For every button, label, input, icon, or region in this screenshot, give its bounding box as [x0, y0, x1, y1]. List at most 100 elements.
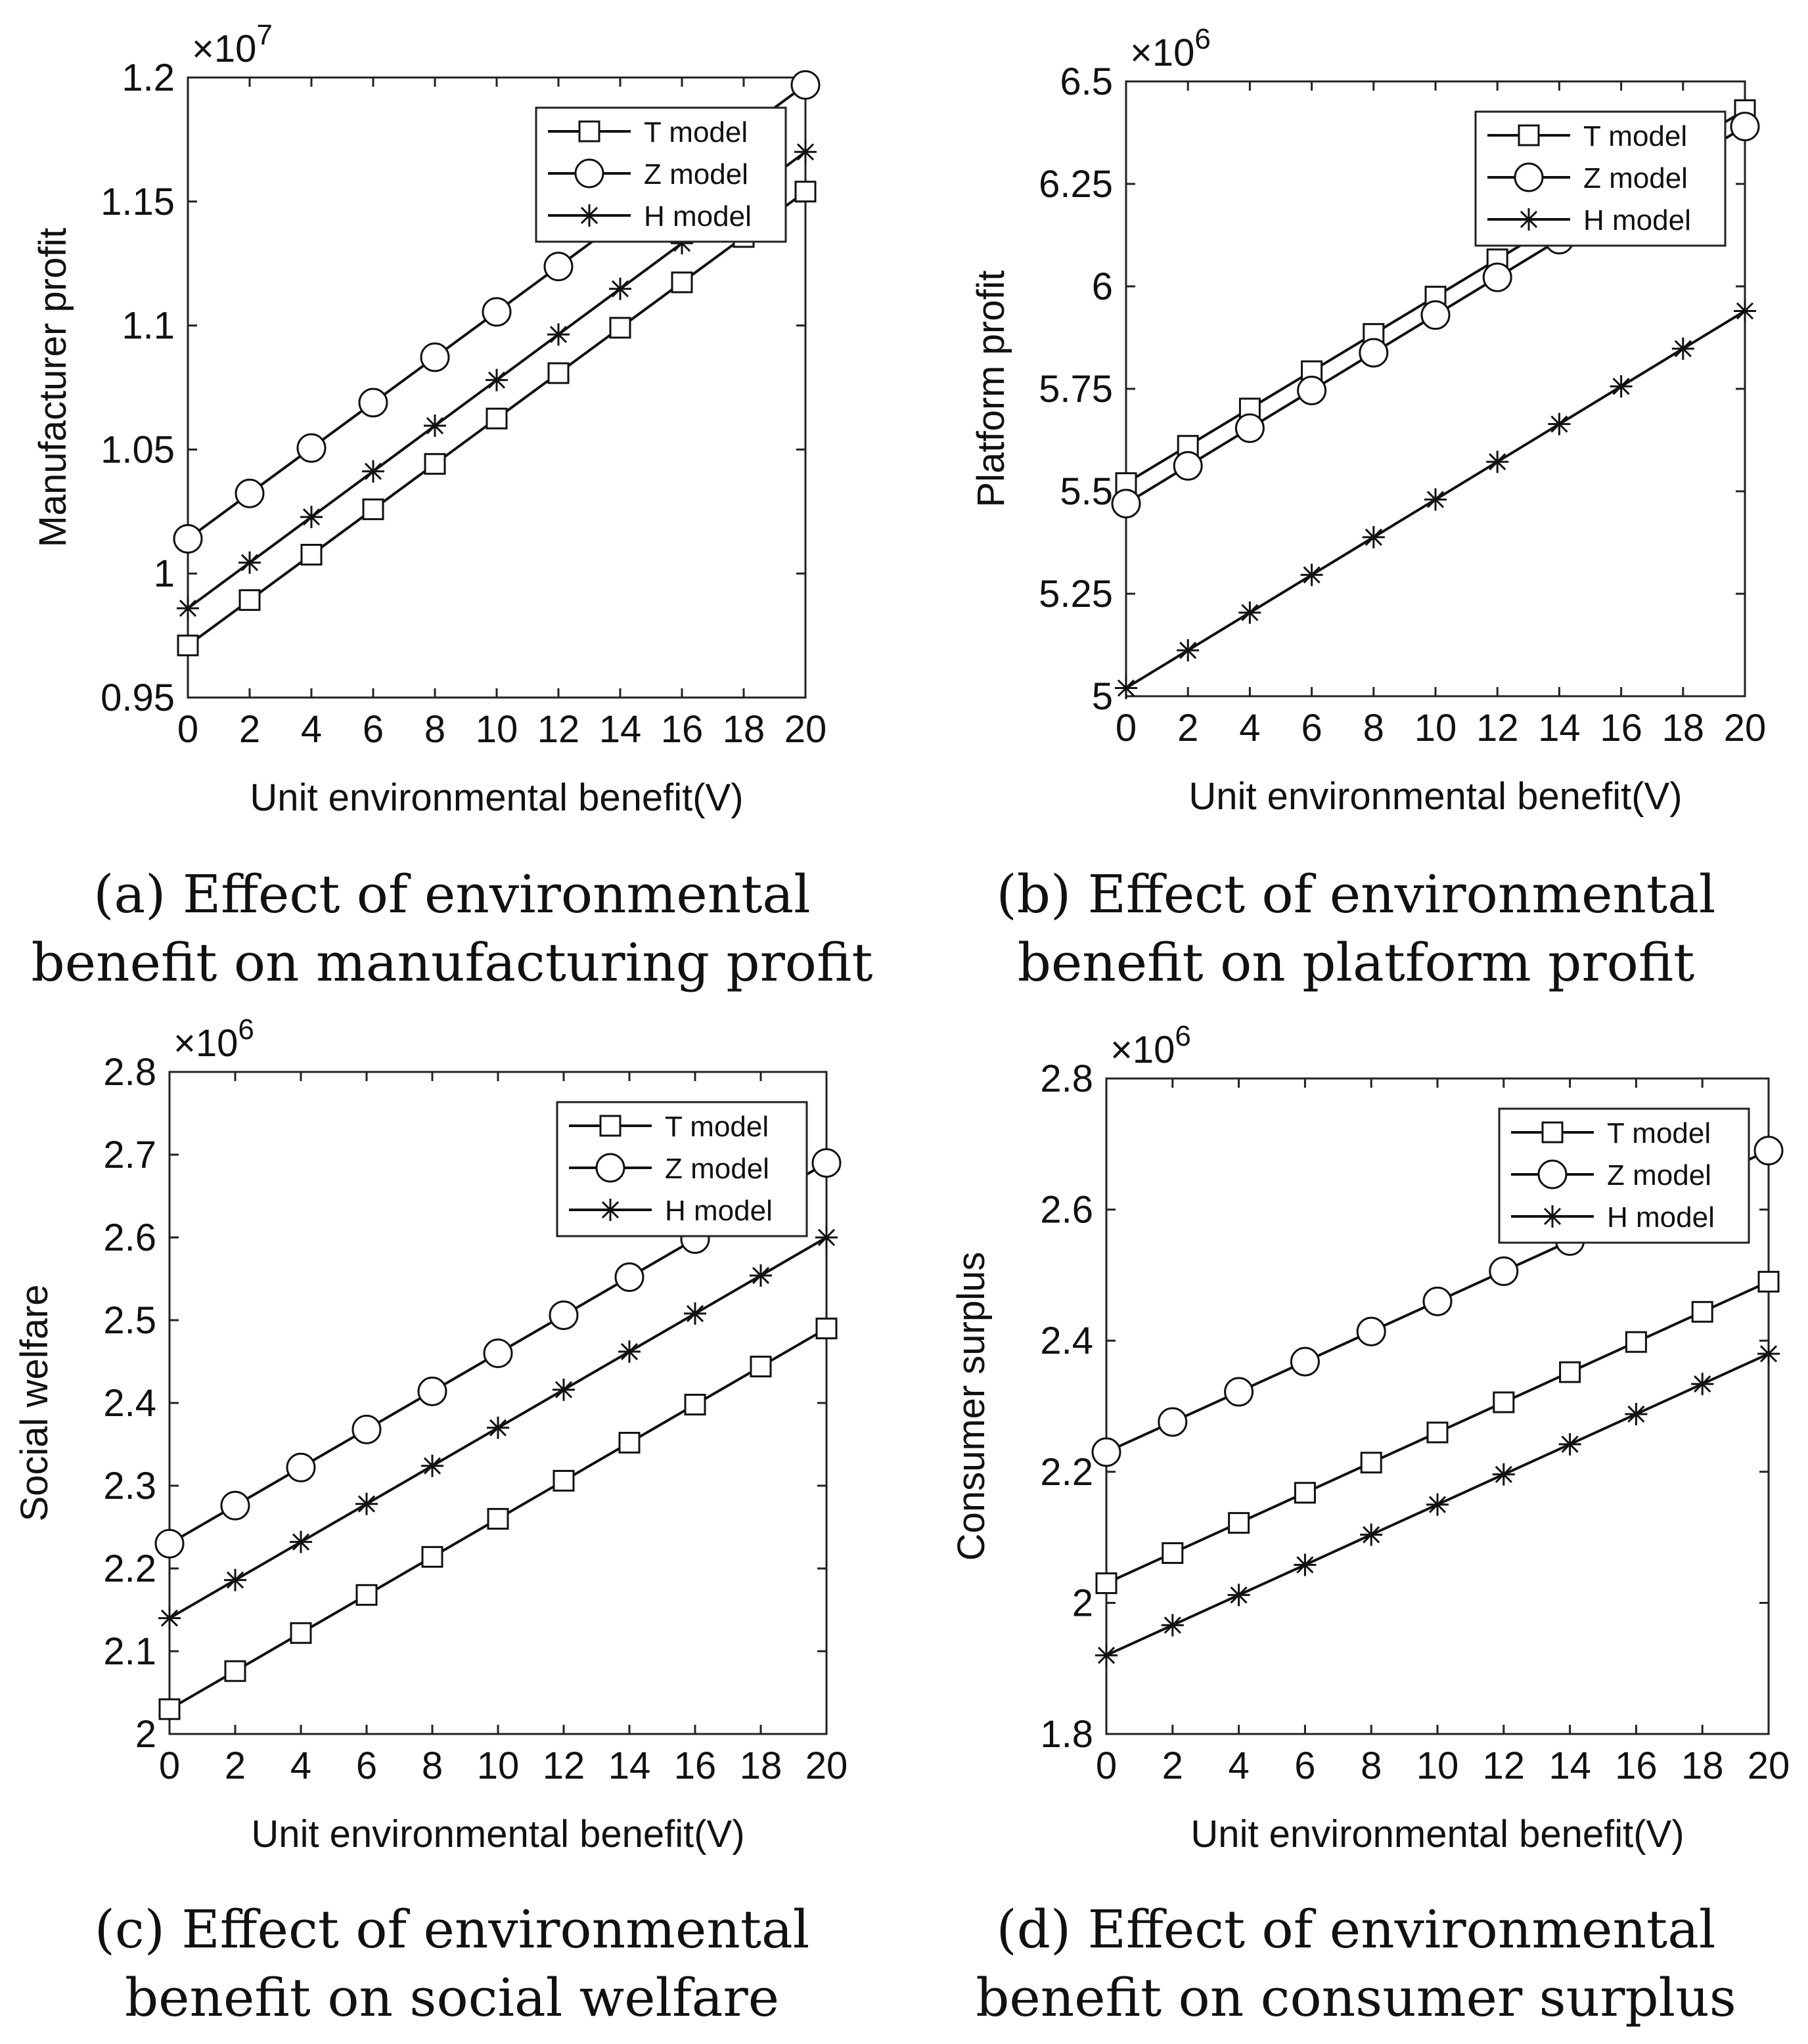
caption-c-line1: (c) Effect of environmental — [94, 1899, 810, 1960]
x-tick-label-a-2: 4 — [301, 708, 322, 751]
point-b-asterisk-1 — [1177, 639, 1200, 662]
point-c-square-10 — [815, 1318, 838, 1340]
point-b-circle-4 — [1359, 338, 1389, 368]
point-c-asterisk-8 — [684, 1302, 706, 1325]
point-d-asterisk-0 — [1095, 1644, 1118, 1667]
point-a-asterisk-6 — [547, 323, 570, 346]
point-c-asterisk-3 — [355, 1492, 378, 1515]
y-tick-label-c-1: 2.1 — [103, 1630, 156, 1673]
point-b-circle-10 — [1730, 112, 1760, 142]
legend-marker-d-asterisk — [1541, 1205, 1564, 1228]
point-a-circle-10 — [790, 70, 821, 100]
point-b-asterisk-0 — [1115, 677, 1137, 700]
point-a-square-7 — [609, 317, 631, 339]
x-tick-label-d-9: 18 — [1681, 1744, 1724, 1787]
x-tick-label-d-4: 8 — [1361, 1744, 1382, 1787]
point-d-asterisk-6 — [1492, 1463, 1515, 1486]
point-a-asterisk-1 — [238, 551, 261, 574]
point-b-asterisk-2 — [1238, 601, 1261, 624]
y-tick-label-b-4: 6 — [1092, 265, 1113, 308]
point-c-square-9 — [750, 1356, 772, 1378]
point-d-square-0 — [1095, 1572, 1118, 1594]
point-c-asterisk-4 — [421, 1454, 443, 1477]
point-c-circle-2 — [286, 1452, 316, 1482]
y-tick-label-b-0: 5 — [1092, 675, 1113, 718]
x-tick-label-b-5: 10 — [1414, 707, 1457, 749]
point-c-asterisk-9 — [750, 1264, 772, 1287]
x-tick-label-c-0: 0 — [159, 1744, 180, 1787]
exponent-label-b: ×106 — [1130, 23, 1211, 74]
x-tick-label-d-1: 2 — [1162, 1744, 1183, 1787]
caption-b-line2: benefit on platform profit — [1017, 932, 1695, 993]
y-tick-label-a-2: 1.05 — [101, 428, 175, 471]
x-tick-label-d-2: 4 — [1228, 1744, 1249, 1787]
y-tick-label-d-1: 2 — [1072, 1582, 1093, 1624]
caption-b-line1: (b) Effect of environmental — [996, 864, 1716, 925]
point-a-square-1 — [238, 589, 261, 611]
point-c-asterisk-2 — [290, 1530, 312, 1553]
point-a-circle-0 — [173, 523, 203, 554]
legend-marker-c-circle — [595, 1153, 625, 1183]
point-d-asterisk-3 — [1294, 1553, 1317, 1576]
x-tick-label-a-9: 18 — [723, 708, 765, 751]
point-b-asterisk-7 — [1548, 412, 1571, 435]
x-tick-label-b-4: 8 — [1363, 707, 1384, 749]
y-tick-label-a-1: 1 — [154, 552, 175, 595]
x-axis-label-b: Unit environmental benefit(V) — [1188, 775, 1682, 818]
point-b-circle-1 — [1173, 451, 1203, 481]
y-tick-label-c-0: 2 — [135, 1713, 156, 1756]
x-tick-label-a-5: 10 — [476, 708, 518, 751]
point-a-circle-1 — [235, 478, 265, 508]
point-d-circle-10 — [1753, 1136, 1784, 1166]
x-tick-label-b-10: 20 — [1724, 707, 1767, 749]
x-tick-label-a-1: 2 — [239, 708, 260, 751]
x-tick-label-a-0: 0 — [177, 708, 198, 751]
legend-marker-d-circle — [1537, 1159, 1568, 1189]
point-c-asterisk-1 — [224, 1568, 246, 1591]
point-c-asterisk-10 — [815, 1226, 838, 1249]
y-axis-label-d: Consumer surplus — [950, 1252, 993, 1561]
x-tick-label-d-3: 6 — [1294, 1744, 1315, 1787]
point-c-circle-0 — [154, 1528, 185, 1559]
x-axis-label-a: Unit environmental benefit(V) — [250, 776, 743, 819]
x-tick-label-c-10: 20 — [805, 1744, 848, 1787]
x-tick-label-c-6: 12 — [543, 1744, 585, 1787]
legend-marker-a-circle — [574, 158, 604, 189]
exponent-label-a: ×107 — [192, 19, 273, 70]
point-d-square-5 — [1426, 1421, 1449, 1444]
legend-c: T model Z model H model — [556, 1101, 808, 1237]
point-c-asterisk-7 — [618, 1340, 641, 1363]
x-tick-label-b-9: 18 — [1662, 707, 1705, 749]
legend-marker-a-square — [578, 120, 600, 143]
chart-a: 0 2 4 6 8 10 12 14 16 18 20 0.95 1 1.05 1.1 1.15 1.2 ×107… — [32, 19, 826, 819]
point-d-asterisk-2 — [1227, 1584, 1250, 1607]
caption-a-line1: (a) Effect of environmental — [93, 864, 811, 925]
point-b-circle-5 — [1420, 300, 1451, 330]
point-b-square-0 — [1115, 472, 1137, 495]
x-tick-label-d-6: 12 — [1483, 1744, 1525, 1787]
point-c-circle-4 — [417, 1376, 447, 1406]
point-c-asterisk-5 — [487, 1416, 509, 1439]
point-d-square-7 — [1559, 1361, 1581, 1383]
point-c-square-5 — [487, 1507, 509, 1530]
legend-marker-c-square — [599, 1115, 622, 1137]
x-tick-label-b-1: 2 — [1177, 707, 1198, 749]
caption-d-line1: (d) Effect of environmental — [996, 1899, 1716, 1960]
point-d-square-2 — [1228, 1512, 1250, 1534]
legend-label-a-asterisk: H model — [644, 200, 752, 233]
point-c-square-3 — [355, 1584, 378, 1606]
exponent-label-d: ×106 — [1110, 1020, 1191, 1071]
point-b-asterisk-3 — [1300, 564, 1323, 587]
point-a-asterisk-4 — [424, 414, 446, 437]
x-axis-label-d: Unit environmental benefit(V) — [1190, 1813, 1684, 1855]
y-tick-label-d-3: 2.4 — [1040, 1320, 1093, 1362]
point-b-asterisk-10 — [1734, 300, 1756, 322]
legend-label-a-circle: Z model — [644, 158, 748, 190]
x-tick-label-b-8: 16 — [1600, 707, 1642, 749]
point-c-square-8 — [684, 1394, 706, 1416]
point-a-square-6 — [547, 362, 570, 384]
x-tick-label-b-2: 4 — [1239, 707, 1260, 749]
point-b-asterisk-8 — [1610, 375, 1633, 398]
legend-d: T model Z model H model — [1498, 1107, 1750, 1244]
point-a-asterisk-2 — [300, 506, 323, 529]
